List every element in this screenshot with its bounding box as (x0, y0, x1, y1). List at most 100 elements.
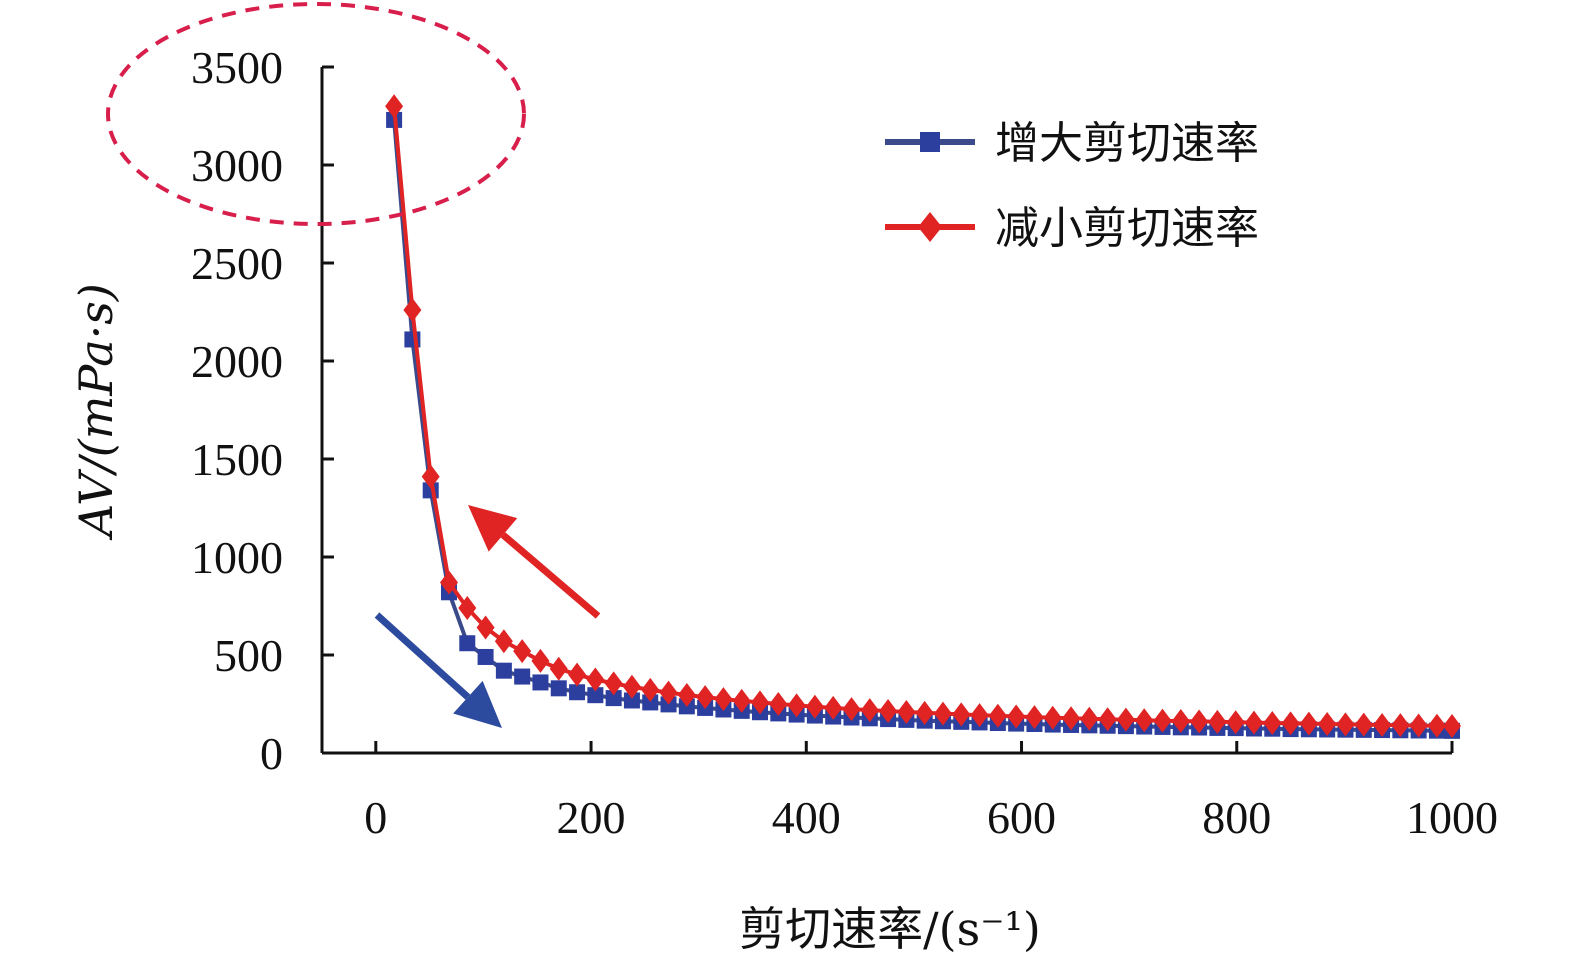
data-point (1336, 712, 1355, 737)
data-point (1244, 710, 1263, 735)
data-point (1263, 711, 1282, 736)
data-point (933, 701, 952, 726)
y-tick-label: 2500 (191, 238, 283, 289)
data-point (477, 648, 494, 665)
annotation-layer (106, 2, 601, 728)
x-tick-label: 1000 (1406, 792, 1498, 843)
data-point (970, 703, 989, 728)
x-tick-label: 0 (364, 792, 387, 843)
data-point (659, 680, 678, 705)
data-point (1354, 712, 1373, 737)
data-point (1373, 712, 1392, 737)
data-point (623, 692, 640, 709)
data-point (604, 671, 623, 696)
data-point (1409, 713, 1428, 738)
data-point (403, 298, 422, 323)
data-point (805, 694, 824, 719)
series-line (392, 119, 1453, 733)
x-tick-label: 200 (557, 792, 626, 843)
data-point (696, 685, 715, 710)
data-point (952, 702, 971, 727)
x-tick-label: 800 (1202, 792, 1271, 843)
arrow-increase (374, 612, 502, 728)
data-point (1153, 708, 1172, 733)
series-increase (386, 111, 1460, 739)
data-point (1391, 713, 1410, 738)
data-point (605, 690, 622, 707)
data-point (550, 680, 567, 697)
data-point (1443, 713, 1461, 738)
data-point (1190, 709, 1209, 734)
data-point (568, 662, 587, 687)
x-tick-label: 600 (987, 792, 1056, 843)
data-point (1427, 713, 1446, 738)
data-point (1080, 706, 1099, 731)
data-point (513, 639, 532, 664)
data-point (586, 667, 605, 692)
data-point (1208, 709, 1227, 734)
legend-item-increase: 增大剪切速率 (885, 118, 1259, 169)
tick-labels: 0 200 400 600 800 1000 0 500 1000 1500 2000 2500 300… (191, 42, 1498, 843)
legend-item-decrease: 减小剪切速率 (885, 203, 1259, 254)
data-point (495, 662, 512, 679)
data-point (714, 687, 733, 712)
data-point (897, 700, 916, 725)
data-point (439, 570, 458, 595)
series-decrease (385, 94, 1461, 738)
data-point (915, 700, 934, 725)
data-point (824, 695, 843, 720)
data-point (1299, 711, 1318, 736)
data-point (1135, 708, 1154, 733)
y-axis-label: AV/(mPa·s) (69, 283, 123, 541)
data-point (769, 692, 788, 716)
data-point (1007, 704, 1026, 729)
data-point (531, 648, 550, 673)
data-point (494, 629, 513, 654)
series-layer (385, 94, 1461, 739)
data-point (1116, 707, 1135, 732)
x-tick-label: 400 (772, 792, 841, 843)
x-axis-label: 剪切速率/(s⁻¹) (739, 902, 1041, 956)
data-point (569, 684, 586, 701)
data-point (879, 699, 898, 724)
arrow-shaft (500, 532, 601, 619)
data-point (732, 688, 751, 713)
arrow-head (468, 505, 518, 552)
arrow-shaft (374, 612, 471, 700)
y-tick-label: 3000 (191, 140, 283, 191)
data-point (751, 690, 770, 715)
data-point (459, 635, 476, 652)
data-point (532, 674, 549, 691)
data-point (1043, 705, 1062, 730)
y-tick-label: 2000 (191, 336, 283, 387)
y-tick-label: 3500 (191, 42, 283, 93)
legend-marker-square (920, 132, 940, 152)
axes (320, 65, 1454, 755)
data-point (1226, 710, 1245, 735)
data-point (587, 687, 604, 704)
data-point (988, 703, 1007, 728)
data-point (1062, 706, 1081, 731)
data-point (476, 615, 495, 640)
data-point (458, 595, 477, 620)
legend-marker-diamond (918, 212, 942, 242)
data-point (385, 94, 404, 119)
data-point (549, 656, 568, 681)
y-tick-label: 500 (214, 630, 283, 681)
data-point (642, 694, 659, 711)
y-tick-label: 1500 (191, 434, 283, 485)
arrow-decrease (468, 505, 601, 619)
data-point (641, 677, 660, 702)
series-line (392, 106, 1453, 728)
data-point (842, 697, 861, 722)
data-point (860, 698, 879, 723)
data-point (787, 693, 806, 718)
data-point (1098, 707, 1117, 732)
legend-label-increase: 增大剪切速率 (995, 118, 1259, 169)
data-point (421, 464, 440, 489)
arrow-head (453, 680, 502, 728)
y-tick-label: 1000 (191, 532, 283, 583)
data-point (514, 668, 531, 685)
data-point (1281, 711, 1300, 736)
